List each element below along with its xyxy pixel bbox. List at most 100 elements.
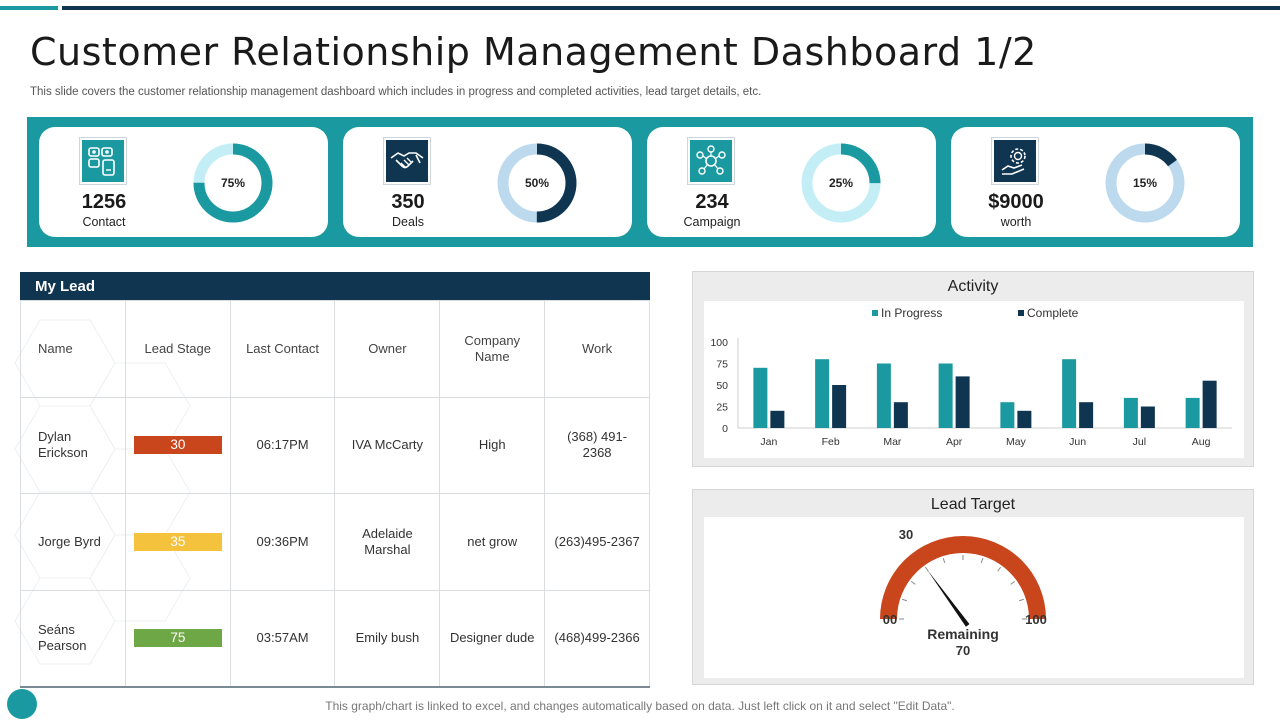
top-rule <box>62 6 1280 10</box>
lead-work-phone: (468)499-2366 <box>544 589 650 688</box>
table-row[interactable]: Dylan Erickson 30 06:17PM IVA McCarty Hi… <box>20 396 650 494</box>
column-header-work: Work <box>544 300 650 398</box>
x-tick-label: Feb <box>822 436 840 448</box>
kpi-label: worth <box>1000 215 1032 229</box>
bar-complete <box>1140 406 1155 428</box>
lead-work-phone: (263)495-2367 <box>544 493 650 591</box>
lead-table: Name Lead Stage Last Contact Owner Compa… <box>20 300 650 688</box>
x-tick-label: Jan <box>760 436 777 448</box>
contact-icon <box>79 137 127 185</box>
table-row[interactable]: Jorge Byrd 35 09:36PM Adelaide Marshal n… <box>20 493 650 591</box>
lead-name: Seáns Pearson <box>20 589 126 688</box>
bar-in-progress <box>876 363 891 428</box>
gauge-needle <box>926 568 970 627</box>
gauge-tick <box>910 580 916 585</box>
donut-value-arc <box>497 143 577 223</box>
kpi-label: Campaign <box>683 215 741 229</box>
lead-target-chart-area[interactable]: 30 00 100 Remaining 70 <box>704 517 1244 678</box>
y-tick-label: 75 <box>716 359 728 371</box>
lead-stage-cell: 30 <box>124 396 231 494</box>
campaign-icon <box>687 137 735 185</box>
lead-stage-bar: 75 <box>133 629 222 647</box>
column-header-company-name: Company Name <box>439 300 546 398</box>
lead-owner: Adelaide Marshal <box>334 493 441 591</box>
kpi-card-contact[interactable]: 1256 Contact 75% <box>39 127 328 237</box>
column-header-owner: Owner <box>334 300 441 398</box>
money-gear-icon <box>991 137 1039 185</box>
table-row[interactable]: Seáns Pearson 75 03:57AM Emily bush Desi… <box>20 589 650 688</box>
bar-complete <box>770 410 785 428</box>
lead-name: Jorge Byrd <box>20 493 126 591</box>
bar-complete <box>832 385 847 428</box>
page-subtitle: This slide covers the customer relations… <box>30 86 762 98</box>
gauge-tick <box>980 557 984 564</box>
kpi-label: Deals <box>392 215 424 229</box>
bar-complete <box>893 402 908 428</box>
kpi-donut <box>193 143 273 223</box>
activity-panel: Activity In Progress Complete 0 25 50 75 100 Ja… <box>692 271 1254 467</box>
kpi-card-worth[interactable]: $9000 worth 15% <box>951 127 1240 237</box>
donut-value-arc <box>193 143 273 223</box>
lead-last-contact: 03:57AM <box>229 589 336 688</box>
x-tick-label: Mar <box>883 436 902 448</box>
lead-name: Dylan Erickson <box>20 396 126 494</box>
donut-value-arc <box>801 143 881 223</box>
activity-bar-chart[interactable]: In Progress Complete 0 25 50 75 100 Jan Feb Mar Ap… <box>704 301 1244 458</box>
lead-company: High <box>439 396 546 494</box>
gauge-tick <box>942 557 946 564</box>
lead-last-contact: 06:17PM <box>229 396 336 494</box>
y-tick-label: 25 <box>716 402 728 414</box>
kpi-label: Contact <box>82 215 126 229</box>
x-tick-label: Aug <box>1192 436 1211 448</box>
kpi-percent: 15% <box>1132 176 1158 190</box>
lead-target-title: Lead Target <box>930 496 1016 513</box>
bar-in-progress <box>815 359 830 428</box>
legend-label: In Progress <box>881 306 942 320</box>
bar-complete <box>1079 402 1094 428</box>
kpi-donut <box>801 143 881 223</box>
x-tick-label: Jul <box>1133 436 1146 448</box>
column-header-name: Name <box>20 300 126 398</box>
bar-complete <box>1202 380 1217 428</box>
lead-stage-cell: 75 <box>124 589 231 688</box>
page-title: Customer Relationship Management Dashboa… <box>30 30 1037 74</box>
kpi-band: 1256 Contact 75% 350 Deals 50% <box>27 117 1253 247</box>
lead-target-panel: Lead Target 30 00 100 Remaining 70 <box>692 489 1254 685</box>
x-tick-label: Jun <box>1069 436 1086 448</box>
kpi-value: $9000 <box>988 191 1044 213</box>
gauge-max-label: 100 <box>1025 612 1047 627</box>
lead-stage-cell: 35 <box>124 493 231 591</box>
column-header-last-contact: Last Contact <box>229 300 336 398</box>
table-header-row: Name Lead Stage Last Contact Owner Compa… <box>20 300 650 398</box>
kpi-card-campaign[interactable]: 234 Campaign 25% <box>647 127 936 237</box>
legend-label: Complete <box>1027 306 1079 320</box>
gauge-remaining-label: Remaining <box>927 626 999 642</box>
lead-owner: IVA McCarty <box>334 396 441 494</box>
bar-in-progress <box>1123 397 1138 428</box>
kpi-donut <box>497 143 577 223</box>
kpi-donut <box>1105 143 1185 223</box>
bar-complete <box>1017 410 1032 428</box>
lead-last-contact: 09:36PM <box>229 493 336 591</box>
gauge-min-label: 00 <box>883 612 897 627</box>
kpi-card-deals[interactable]: 350 Deals 50% <box>343 127 632 237</box>
kpi-value: 350 <box>391 191 425 213</box>
lead-stage-bar: 35 <box>133 532 222 551</box>
gauge-value-label: 30 <box>899 527 913 542</box>
y-tick-label: 100 <box>710 337 728 349</box>
column-header-lead-stage: Lead Stage <box>124 300 231 398</box>
bar-in-progress <box>938 363 953 428</box>
x-tick-label: Apr <box>946 436 963 448</box>
gauge-tick <box>997 566 1002 572</box>
kpi-value: 234 <box>695 191 729 213</box>
donut-value-arc <box>1105 143 1185 223</box>
gauge-tick <box>1010 580 1016 585</box>
kpi-percent: 75% <box>220 176 246 190</box>
my-lead-header: My Lead <box>20 272 650 300</box>
gauge-tick <box>901 598 908 602</box>
y-tick-label: 0 <box>722 423 728 435</box>
activity-chart-area[interactable]: In Progress Complete 0 25 50 75 100 Jan Feb Mar Ap… <box>704 301 1244 458</box>
legend-swatch <box>1018 310 1024 316</box>
